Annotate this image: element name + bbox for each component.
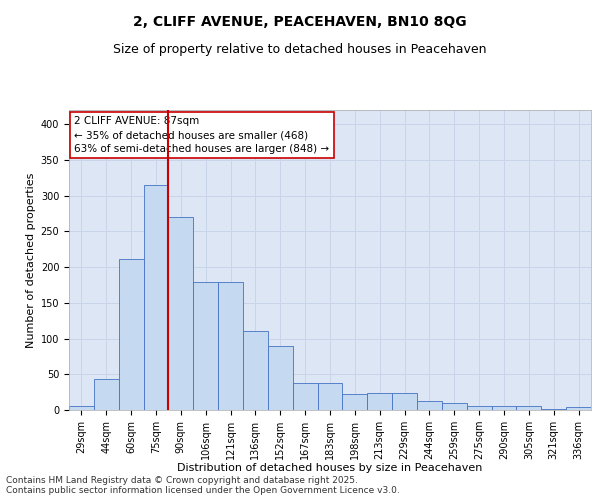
Bar bbox=[243, 332, 268, 410]
Bar bbox=[268, 346, 293, 410]
Y-axis label: Number of detached properties: Number of detached properties bbox=[26, 172, 37, 348]
Bar bbox=[143, 185, 169, 410]
Bar bbox=[467, 406, 491, 410]
Bar bbox=[541, 408, 566, 410]
Bar bbox=[392, 393, 417, 410]
Bar bbox=[119, 258, 143, 410]
Text: 2 CLIFF AVENUE: 87sqm
← 35% of detached houses are smaller (468)
63% of semi-det: 2 CLIFF AVENUE: 87sqm ← 35% of detached … bbox=[74, 116, 329, 154]
Bar bbox=[218, 282, 243, 410]
Bar bbox=[343, 394, 367, 410]
Bar bbox=[317, 383, 343, 410]
Bar bbox=[367, 393, 392, 410]
Bar bbox=[293, 383, 317, 410]
Bar bbox=[566, 407, 591, 410]
Text: Contains HM Land Registry data © Crown copyright and database right 2025.: Contains HM Land Registry data © Crown c… bbox=[6, 476, 358, 485]
X-axis label: Distribution of detached houses by size in Peacehaven: Distribution of detached houses by size … bbox=[178, 464, 482, 473]
Bar bbox=[417, 400, 442, 410]
Bar bbox=[517, 406, 541, 410]
Bar bbox=[442, 403, 467, 410]
Bar bbox=[169, 217, 193, 410]
Bar bbox=[491, 406, 517, 410]
Bar bbox=[94, 380, 119, 410]
Text: 2, CLIFF AVENUE, PEACEHAVEN, BN10 8QG: 2, CLIFF AVENUE, PEACEHAVEN, BN10 8QG bbox=[133, 15, 467, 29]
Bar bbox=[193, 282, 218, 410]
Text: Size of property relative to detached houses in Peacehaven: Size of property relative to detached ho… bbox=[113, 42, 487, 56]
Bar bbox=[69, 406, 94, 410]
Text: Contains public sector information licensed under the Open Government Licence v3: Contains public sector information licen… bbox=[6, 486, 400, 495]
